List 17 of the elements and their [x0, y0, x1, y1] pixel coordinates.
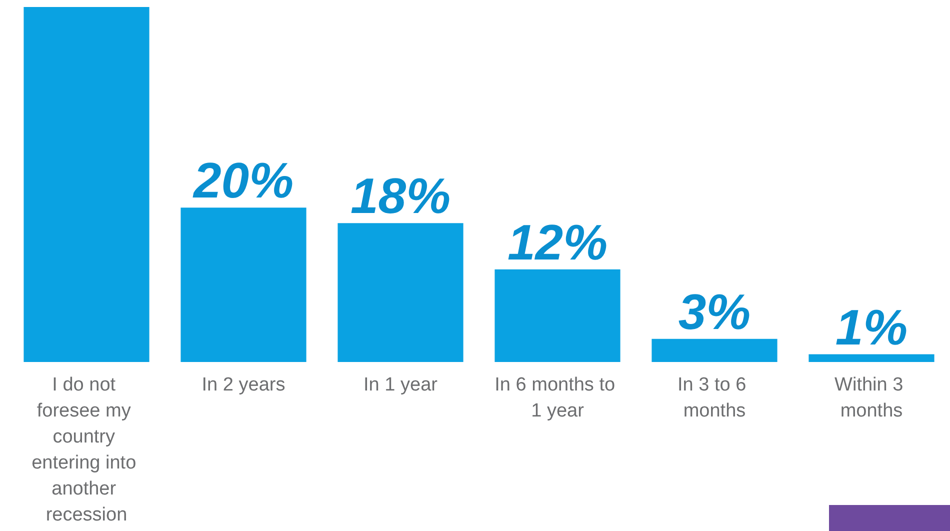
bar	[180, 208, 306, 362]
data-label: 1%	[835, 299, 908, 356]
bar	[338, 223, 464, 362]
data-label: 20%	[192, 152, 294, 209]
x-tick-label: In 2 years	[202, 374, 286, 396]
x-tick-label: In 1 year	[364, 374, 438, 396]
x-tick-label: Within 3 months	[834, 374, 908, 422]
bar	[652, 338, 778, 362]
x-tick-label: In 3 to 6 months	[678, 374, 752, 422]
bar	[24, 7, 150, 362]
data-label: 18%	[350, 168, 451, 224]
bar	[494, 269, 620, 362]
x-tick-label: In 6 months to 1 year	[494, 374, 620, 422]
x-tick-label: I do not foresee my country entering into another recession	[32, 374, 142, 526]
data-label: 12%	[507, 214, 608, 270]
bar	[808, 354, 934, 362]
data-label: 3%	[678, 284, 751, 340]
